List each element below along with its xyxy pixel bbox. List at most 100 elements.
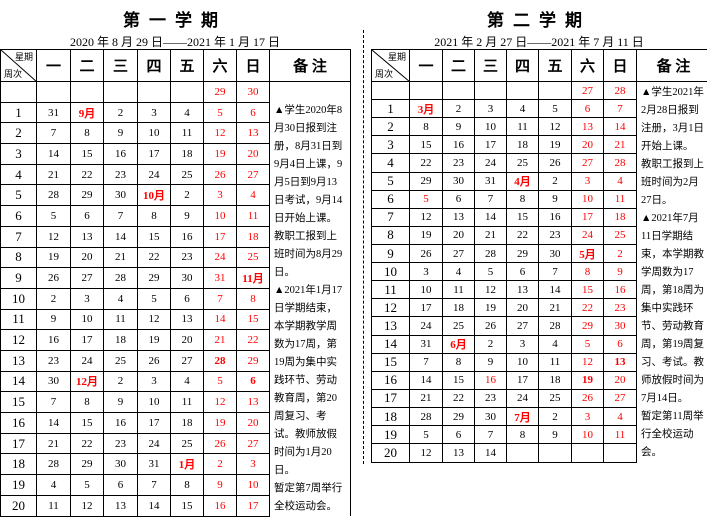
weekday-header: 一 xyxy=(37,50,71,82)
weekday-corner-label: 星期 xyxy=(15,52,33,62)
day-cell: 11 xyxy=(171,123,204,144)
day-cell: 9 xyxy=(443,118,475,136)
header-row: 星期周次一二三四五六日备 注 xyxy=(372,50,707,82)
day-cell: 10月 xyxy=(138,185,171,206)
day-cell: 2 xyxy=(171,185,204,206)
day-cell: 11 xyxy=(237,206,270,227)
day-cell: 18 xyxy=(604,208,637,226)
day-cell: 31 xyxy=(204,268,237,289)
day-cell: 9月 xyxy=(71,102,104,123)
day-cell: 5 xyxy=(204,102,237,123)
day-cell: 3 xyxy=(507,335,539,353)
week-number: 16 xyxy=(1,413,37,434)
day-cell: 14 xyxy=(204,309,237,330)
week-number: 16 xyxy=(372,371,410,389)
day-cell: 2 xyxy=(204,454,237,475)
day-cell: 6 xyxy=(572,100,604,118)
day-cell xyxy=(410,82,443,100)
weekday-header: 五 xyxy=(539,50,572,82)
week-number: 4 xyxy=(372,154,410,172)
day-cell: 10 xyxy=(237,475,270,496)
day-cell: 21 xyxy=(410,389,443,407)
week-corner-label: 周次 xyxy=(4,69,22,79)
day-cell: 7 xyxy=(539,263,572,281)
day-cell: 6 xyxy=(443,190,475,208)
day-cell: 7 xyxy=(604,100,637,118)
day-cell: 30 xyxy=(539,244,572,262)
week-number: 8 xyxy=(372,226,410,244)
day-cell: 27 xyxy=(507,317,539,335)
day-cell: 4 xyxy=(237,185,270,206)
day-cell: 6 xyxy=(443,426,475,444)
semester-date-range: 2020 年 8 月 29 日——2021 年 1 月 17 日 xyxy=(0,33,350,50)
day-cell: 3 xyxy=(71,288,104,309)
day-cell: 31 xyxy=(138,454,171,475)
day-cell: 28 xyxy=(37,454,71,475)
week-number: 8 xyxy=(1,247,37,268)
day-cell: 25 xyxy=(171,433,204,454)
day-cell: 21 xyxy=(104,247,138,268)
day-cell: 12 xyxy=(204,392,237,413)
day-cell: 4 xyxy=(507,100,539,118)
day-cell: 15 xyxy=(171,495,204,516)
day-cell: 28 xyxy=(604,154,637,172)
weekday-header: 日 xyxy=(237,50,270,82)
day-cell: 7 xyxy=(410,353,443,371)
day-cell: 21 xyxy=(604,136,637,154)
week-number: 6 xyxy=(1,206,37,227)
day-cell: 6 xyxy=(604,335,637,353)
day-cell xyxy=(37,82,71,103)
day-cell: 12月 xyxy=(71,371,104,392)
day-cell: 23 xyxy=(104,433,138,454)
day-cell: 26 xyxy=(37,268,71,289)
weekday-header: 一 xyxy=(410,50,443,82)
day-cell: 9 xyxy=(104,123,138,144)
day-cell: 26 xyxy=(572,389,604,407)
day-cell: 11 xyxy=(443,281,475,299)
day-cell: 15 xyxy=(71,413,104,434)
week-number: 11 xyxy=(1,309,37,330)
day-cell: 29 xyxy=(138,268,171,289)
day-cell: 21 xyxy=(475,226,507,244)
day-cell: 17 xyxy=(204,226,237,247)
day-cell: 24 xyxy=(204,247,237,268)
note-paragraph: ▲2021年7月11日学期结束，本学期教学周数为17周，第18周为集中实践环节、… xyxy=(641,210,707,408)
day-cell: 2 xyxy=(539,172,572,190)
day-cell: 20 xyxy=(171,330,204,351)
week-number: 20 xyxy=(372,444,410,462)
week-number: 12 xyxy=(1,330,37,351)
day-cell: 27 xyxy=(572,154,604,172)
week-number: 10 xyxy=(372,263,410,281)
day-cell xyxy=(507,444,539,462)
day-cell: 23 xyxy=(443,154,475,172)
day-cell: 5 xyxy=(572,335,604,353)
day-cell: 22 xyxy=(410,154,443,172)
day-cell: 5 xyxy=(37,206,71,227)
day-cell: 8 xyxy=(410,118,443,136)
day-cell: 10 xyxy=(572,426,604,444)
day-cell: 5 xyxy=(410,190,443,208)
day-cell: 24 xyxy=(572,226,604,244)
day-cell: 16 xyxy=(104,144,138,165)
day-cell xyxy=(604,444,637,462)
day-cell: 7 xyxy=(204,288,237,309)
day-cell: 29 xyxy=(237,350,270,371)
weekday-header: 日 xyxy=(604,50,637,82)
week-number: 1 xyxy=(372,100,410,118)
day-cell: 28 xyxy=(104,268,138,289)
day-cell: 19 xyxy=(37,247,71,268)
header-row: 星期周次一二三四五六日备 注 xyxy=(1,50,351,82)
day-cell: 27 xyxy=(604,389,637,407)
week-number: 11 xyxy=(372,281,410,299)
day-cell: 26 xyxy=(204,164,237,185)
week-number: 7 xyxy=(1,226,37,247)
day-cell: 30 xyxy=(475,407,507,425)
weekday-header: 四 xyxy=(138,50,171,82)
day-cell: 22 xyxy=(443,389,475,407)
day-cell: 3 xyxy=(204,185,237,206)
week-number: 13 xyxy=(1,350,37,371)
day-cell: 30 xyxy=(604,317,637,335)
day-cell: 19 xyxy=(204,144,237,165)
